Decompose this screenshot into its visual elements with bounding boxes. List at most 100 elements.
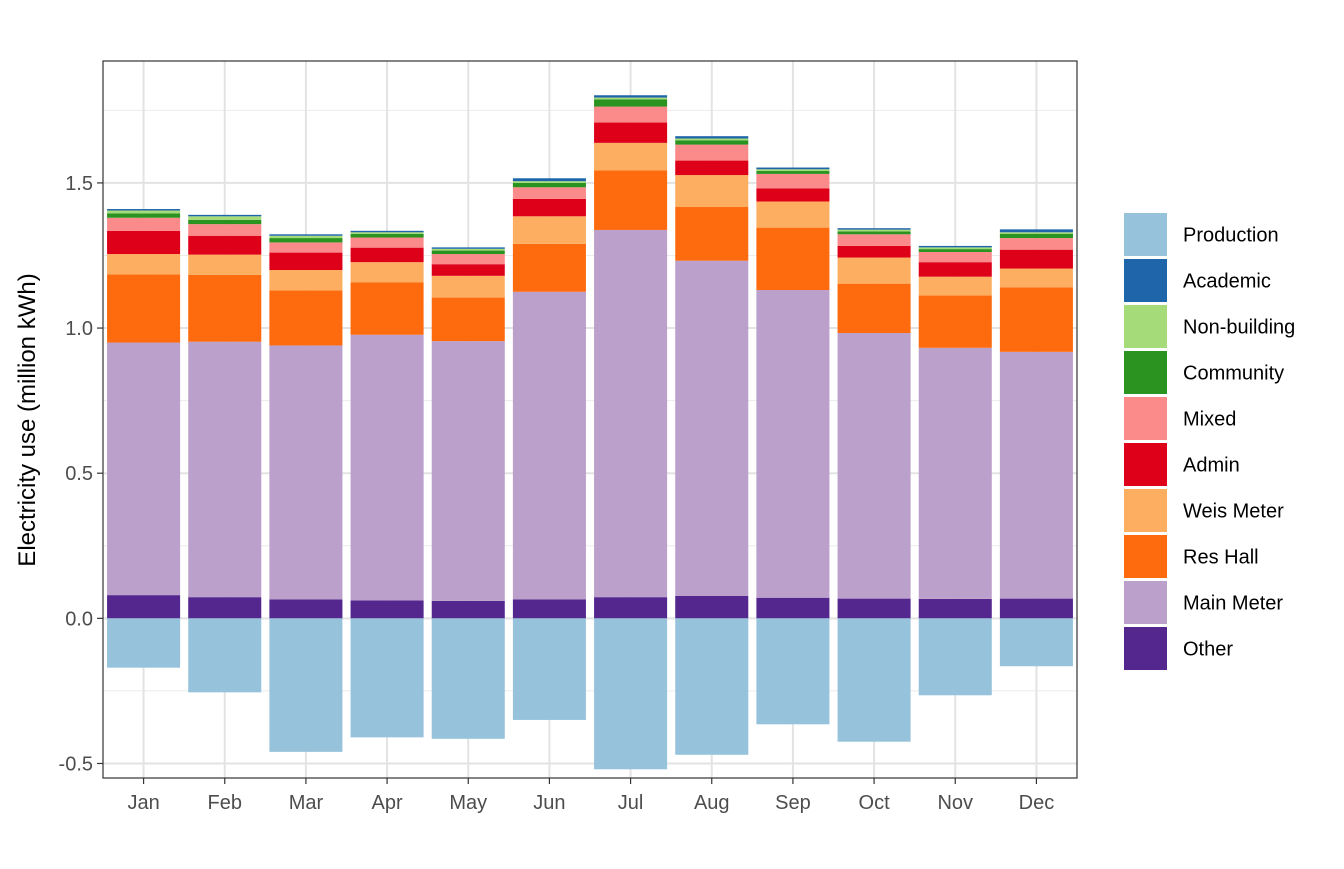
bar-segment-main-meter-jul — [594, 229, 668, 598]
bar-segment-weis-meter-jan — [107, 254, 181, 275]
bar-segment-community-apr — [350, 234, 424, 238]
bar-segment-other-mar — [269, 599, 343, 619]
legend-label-main-meter: Main Meter — [1183, 593, 1283, 615]
bar-segment-weis-meter-aug — [675, 175, 749, 208]
legend-key-non-building — [1124, 305, 1167, 348]
bar-segment-academic-jul — [594, 95, 668, 98]
bars — [107, 95, 1073, 770]
x-tick-label: Nov — [937, 792, 973, 814]
bar-segment-main-meter-aug — [675, 260, 749, 596]
bar-segment-mixed-may — [431, 254, 505, 265]
legend-key-main-meter — [1124, 581, 1167, 624]
bar-segment-non-building-dec — [999, 232, 1073, 234]
bar-segment-mixed-jun — [512, 187, 586, 199]
bar-segment-production-jul — [594, 618, 668, 770]
bar-segment-other-jan — [107, 595, 181, 619]
bar-segment-mixed-mar — [269, 242, 343, 253]
y-tick-label: 0.0 — [65, 608, 93, 630]
bar-segment-community-feb — [188, 219, 262, 225]
bar-segment-production-feb — [188, 618, 262, 693]
bar-segment-academic-mar — [269, 234, 343, 236]
bar-segment-admin-jun — [512, 198, 586, 217]
bar-segment-admin-apr — [350, 247, 424, 263]
bar-segment-main-meter-nov — [918, 347, 992, 599]
bar-segment-res-hall-jan — [107, 274, 181, 343]
x-tick-label: Oct — [859, 792, 891, 814]
y-tick-label: -0.5 — [59, 753, 93, 775]
bar-segment-community-jul — [594, 99, 668, 107]
bar-segment-community-dec — [999, 233, 1073, 239]
bar-segment-other-may — [431, 600, 505, 619]
y-tick-label: 1.0 — [65, 318, 93, 340]
y-tick-label: 1.5 — [65, 173, 93, 195]
legend-label-community: Community — [1183, 363, 1284, 385]
bar-segment-main-meter-feb — [188, 341, 262, 598]
bar-segment-non-building-jun — [512, 181, 586, 183]
legend-label-production: Production — [1183, 225, 1279, 247]
bar-segment-weis-meter-may — [431, 275, 505, 298]
bar-segment-weis-meter-sep — [756, 201, 830, 228]
bar-segment-admin-aug — [675, 160, 749, 176]
bar-segment-res-hall-feb — [188, 274, 262, 342]
bar-segment-main-meter-may — [431, 341, 505, 601]
bar-segment-production-dec — [999, 618, 1073, 667]
bar-segment-production-may — [431, 618, 505, 739]
legend-key-other — [1124, 627, 1167, 670]
bar-segment-community-sep — [756, 171, 830, 174]
bar-segment-academic-jan — [107, 209, 181, 211]
bar-segment-non-building-nov — [918, 247, 992, 250]
y-axis-title: Electricity use (million kWh) — [14, 273, 41, 566]
x-tick-label: Sep — [775, 792, 811, 814]
bar-segment-weis-meter-feb — [188, 254, 262, 275]
legend-key-community — [1124, 351, 1167, 394]
bar-segment-res-hall-jun — [512, 243, 586, 292]
bar-segment-res-hall-apr — [350, 282, 424, 335]
bar-segment-academic-feb — [188, 214, 262, 217]
bar-segment-production-jan — [107, 618, 181, 668]
x-tick-label: Jan — [127, 792, 159, 814]
bar-segment-production-mar — [269, 618, 343, 752]
bar-segment-res-hall-jul — [594, 170, 668, 230]
bar-segment-academic-sep — [756, 167, 830, 170]
bar-segment-non-building-mar — [269, 235, 343, 239]
bar-segment-res-hall-may — [431, 297, 505, 342]
bar-segment-mixed-jan — [107, 217, 181, 231]
bar-segment-other-feb — [188, 597, 262, 619]
bar-segment-non-building-jan — [107, 210, 181, 214]
legend: Production Academic Non-building Community M… — [1124, 213, 1295, 670]
bar-segment-mixed-oct — [837, 234, 911, 246]
bar-segment-admin-dec — [999, 249, 1073, 269]
bar-segment-mixed-feb — [188, 224, 262, 236]
bar-segment-community-oct — [837, 231, 911, 235]
legend-key-production — [1124, 213, 1167, 256]
x-tick-label: May — [449, 792, 487, 814]
bar-segment-res-hall-aug — [675, 207, 749, 261]
bar-segment-mixed-dec — [999, 238, 1073, 250]
bar-segment-admin-feb — [188, 235, 262, 255]
bar-segment-admin-sep — [756, 188, 830, 202]
bar-segment-other-oct — [837, 598, 911, 619]
x-axis: Jan Feb Mar Apr May Jun Jul Aug Sep Oct Nov Dec — [127, 778, 1054, 814]
bar-segment-main-meter-mar — [269, 345, 343, 600]
bar-segment-admin-may — [431, 264, 505, 276]
x-tick-label: Jul — [618, 792, 644, 814]
panel-border — [102, 60, 1078, 779]
legend-key-weis-meter — [1124, 489, 1167, 532]
x-tick-label: Dec — [1019, 792, 1055, 814]
legend-label-other: Other — [1183, 639, 1233, 661]
bar-segment-admin-jan — [107, 230, 181, 255]
bar-segment-mixed-apr — [350, 237, 424, 248]
bar-segment-weis-meter-dec — [999, 268, 1073, 288]
bar-segment-other-jun — [512, 599, 586, 619]
bar-segment-other-dec — [999, 598, 1073, 619]
legend-key-res-hall — [1124, 535, 1167, 578]
legend-key-academic — [1124, 259, 1167, 302]
bar-segment-res-hall-mar — [269, 290, 343, 346]
bar-segment-academic-jun — [512, 178, 586, 182]
bar-segment-non-building-aug — [675, 138, 749, 141]
bar-segment-community-aug — [675, 140, 749, 145]
bar-segment-non-building-apr — [350, 232, 424, 235]
bar-segment-production-nov — [918, 618, 992, 696]
bar-segment-mixed-aug — [675, 144, 749, 161]
